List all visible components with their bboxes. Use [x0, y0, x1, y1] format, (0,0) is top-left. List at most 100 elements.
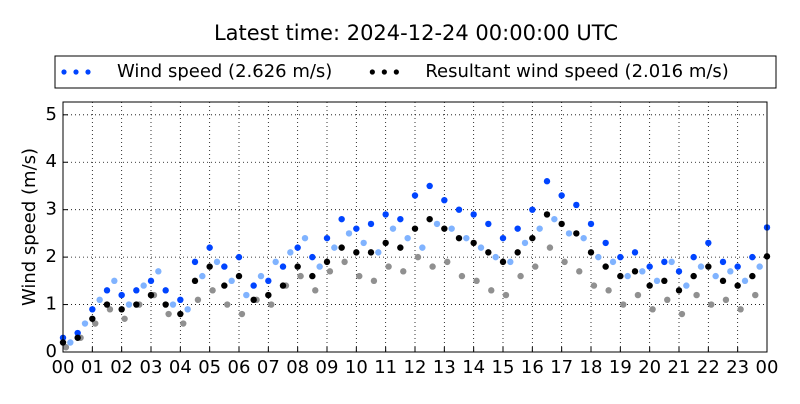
point	[294, 263, 301, 270]
point	[385, 263, 392, 270]
point	[74, 334, 81, 341]
point	[140, 282, 147, 289]
point	[103, 287, 111, 294]
point	[74, 329, 81, 337]
point	[162, 301, 169, 308]
legend-marker	[393, 69, 399, 75]
point	[756, 263, 763, 270]
point	[162, 287, 169, 294]
point	[414, 253, 422, 261]
x-tick-label: 01	[81, 357, 104, 378]
point	[543, 211, 551, 218]
point	[323, 258, 331, 266]
x-tick-label: 14	[462, 357, 485, 378]
legend-label: Wind speed (2.626 m/s)	[117, 61, 332, 82]
point	[411, 225, 419, 232]
point	[477, 244, 485, 251]
x-tick-label: 13	[433, 357, 456, 378]
point	[719, 258, 727, 266]
point	[265, 291, 272, 299]
point	[345, 230, 353, 237]
point	[649, 306, 656, 313]
point	[426, 215, 433, 223]
point	[734, 282, 741, 289]
point	[752, 291, 759, 299]
point	[722, 296, 730, 304]
point	[316, 263, 323, 270]
point	[209, 287, 216, 294]
point	[294, 244, 301, 251]
point	[521, 239, 529, 247]
point	[341, 258, 348, 266]
point	[514, 249, 521, 256]
x-tick-label: 09	[316, 357, 339, 378]
point	[576, 268, 583, 275]
point	[367, 249, 375, 256]
point	[356, 272, 363, 280]
point	[238, 310, 246, 318]
point	[353, 225, 360, 232]
point	[106, 306, 114, 313]
point	[558, 192, 565, 199]
point	[441, 196, 448, 204]
point	[191, 277, 199, 285]
point	[507, 258, 514, 266]
point	[558, 220, 565, 228]
point	[741, 277, 749, 285]
point	[624, 272, 631, 280]
point	[546, 244, 554, 251]
y-tick-label: 4	[46, 151, 57, 172]
x-tick-label: 03	[140, 357, 163, 378]
point	[62, 344, 70, 351]
point	[419, 244, 426, 251]
point	[690, 272, 697, 280]
point	[595, 253, 602, 261]
point	[360, 239, 367, 247]
point	[118, 306, 125, 313]
point	[331, 244, 338, 251]
point	[727, 268, 734, 275]
legend-label: Resultant wind speed (2.016 m/s)	[425, 61, 729, 82]
point	[184, 306, 191, 313]
point	[426, 182, 433, 190]
y-tick-label: 2	[46, 246, 57, 267]
point	[389, 225, 397, 232]
point	[169, 301, 177, 308]
point	[675, 268, 683, 275]
point	[463, 234, 470, 242]
point	[191, 258, 199, 266]
x-tick-label: 18	[580, 357, 603, 378]
x-tick-label: 10	[345, 357, 368, 378]
x-tick-label: 00	[756, 357, 779, 378]
point	[708, 301, 715, 308]
point	[118, 291, 125, 299]
point	[485, 249, 492, 256]
point	[668, 258, 675, 266]
point	[499, 234, 507, 242]
point	[411, 192, 419, 199]
y-tick-label: 0	[46, 341, 57, 362]
x-tick-label: 02	[110, 357, 133, 378]
point	[620, 301, 627, 308]
point	[573, 230, 580, 237]
point	[397, 215, 404, 223]
x-tick-label: 11	[374, 357, 397, 378]
point	[719, 277, 727, 285]
plot-frame	[62, 101, 768, 353]
point	[180, 320, 187, 327]
point	[514, 225, 521, 232]
point	[605, 287, 612, 294]
point	[67, 339, 74, 346]
x-tick-label: 06	[228, 357, 251, 378]
point	[155, 268, 162, 275]
y-axis-label: Wind speed (m/s)	[19, 148, 40, 306]
point	[532, 263, 539, 270]
point	[580, 234, 587, 242]
point	[235, 253, 243, 261]
x-tick-label: 21	[668, 357, 691, 378]
x-tick-label: 16	[521, 357, 544, 378]
point	[121, 315, 128, 322]
point	[590, 282, 598, 289]
x-tick-label: 22	[697, 357, 720, 378]
